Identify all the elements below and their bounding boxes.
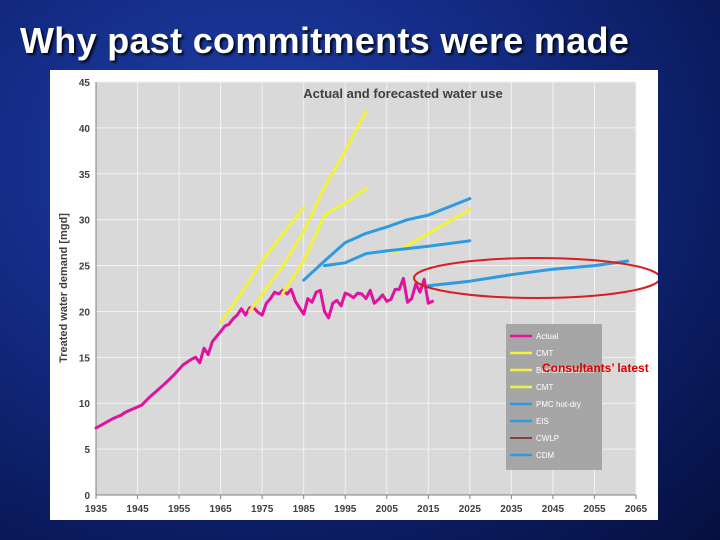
y-tick-label: 40 [79, 124, 91, 135]
chart-panel: 0 5 10 15 20 25 30 35 40 45 1935 1945 1955 1965 1975 19… [50, 70, 658, 520]
y-tick-label: 30 [79, 216, 91, 227]
series-line-4 [393, 208, 472, 255]
legend-label: Actual [536, 332, 558, 341]
legend-label: CWLP [536, 434, 559, 443]
y-tick-label: 25 [79, 262, 91, 273]
legend-label: PMC hot-dry [536, 400, 581, 409]
x-tick-label: 2015 [417, 504, 440, 515]
y-tick-label: 5 [84, 445, 90, 456]
x-tick-label: 1945 [126, 504, 149, 515]
y-tick-label: 35 [79, 170, 91, 181]
series-line-2 [248, 109, 368, 313]
x-tick-label: 1995 [334, 504, 357, 515]
legend-label: CDM [536, 451, 555, 460]
x-tick-label: 2045 [542, 504, 565, 515]
series-line-5 [302, 197, 472, 282]
highlight-ellipse [413, 257, 658, 299]
y-tick-label: 10 [79, 399, 91, 410]
legend-label: EIS [536, 417, 549, 426]
legend-label: CMT [536, 349, 553, 358]
y-tick-label: 15 [79, 353, 91, 364]
series-group [94, 109, 630, 430]
legend-label: CMT [536, 383, 553, 392]
x-tick-label: 1935 [85, 504, 108, 515]
x-tick-label: 1975 [251, 504, 274, 515]
series-line-0 [94, 276, 434, 430]
slide-title: Why past commitments were made [20, 20, 630, 61]
series-line-1 [219, 206, 306, 324]
series-line-6 [323, 239, 472, 268]
x-tick-label: 2025 [459, 504, 482, 515]
x-tick-label: 2005 [376, 504, 399, 515]
legend-label: BurnsMcDonnell [536, 366, 595, 375]
y-tick-label: 45 [79, 78, 91, 89]
legend-box [506, 324, 602, 470]
legend: Actual CMT BurnsMcDonnell CMT PMC hot-dry EIS… [506, 324, 602, 470]
x-tick-label: 1985 [293, 504, 316, 515]
x-tick-label: 2035 [500, 504, 523, 515]
y-axis-label: Treated water demand [mgd] [58, 213, 70, 363]
consultants-latest-callout: Consultants’ latest [542, 361, 649, 375]
series-line-3 [281, 187, 368, 295]
x-tick-label: 1955 [168, 504, 191, 515]
series-line-8 [426, 259, 630, 288]
y-tick-label: 0 [84, 491, 90, 502]
x-tick-label: 2065 [625, 504, 648, 515]
x-tick-label: 2055 [583, 504, 606, 515]
chart-title: Actual and forecasted water use [303, 86, 502, 101]
y-tick-label: 20 [79, 307, 91, 318]
x-tick-label: 1965 [209, 504, 232, 515]
